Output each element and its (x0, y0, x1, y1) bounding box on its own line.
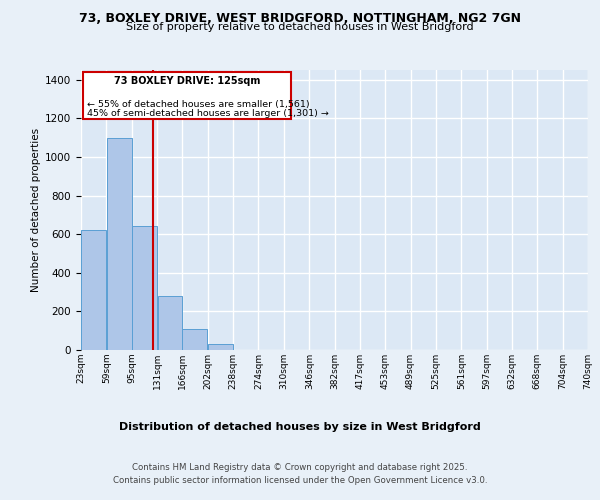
Text: Contains public sector information licensed under the Open Government Licence v3: Contains public sector information licen… (113, 476, 487, 485)
Bar (182, 329, 208, 350)
Bar (107, 138, 131, 350)
Bar (132, 226, 157, 350)
Text: ← 55% of detached houses are smaller (1,561): ← 55% of detached houses are smaller (1,… (88, 100, 310, 110)
Y-axis label: Number of detached properties: Number of detached properties (31, 128, 41, 292)
Text: Size of property relative to detached houses in West Bridgford: Size of property relative to detached ho… (126, 22, 474, 32)
Text: Contains HM Land Registry data © Crown copyright and database right 2025.: Contains HM Land Registry data © Crown c… (132, 462, 468, 471)
Text: Distribution of detached houses by size in West Bridgford: Distribution of detached houses by size … (119, 422, 481, 432)
Bar (158, 296, 182, 350)
Bar (81, 230, 106, 350)
Text: 45% of semi-detached houses are larger (1,301) →: 45% of semi-detached houses are larger (… (88, 109, 329, 118)
Text: 73, BOXLEY DRIVE, WEST BRIDGFORD, NOTTINGHAM, NG2 7GN: 73, BOXLEY DRIVE, WEST BRIDGFORD, NOTTIN… (79, 12, 521, 26)
FancyBboxPatch shape (83, 72, 291, 119)
Bar (208, 344, 233, 350)
Text: 73 BOXLEY DRIVE: 125sqm: 73 BOXLEY DRIVE: 125sqm (114, 76, 260, 86)
